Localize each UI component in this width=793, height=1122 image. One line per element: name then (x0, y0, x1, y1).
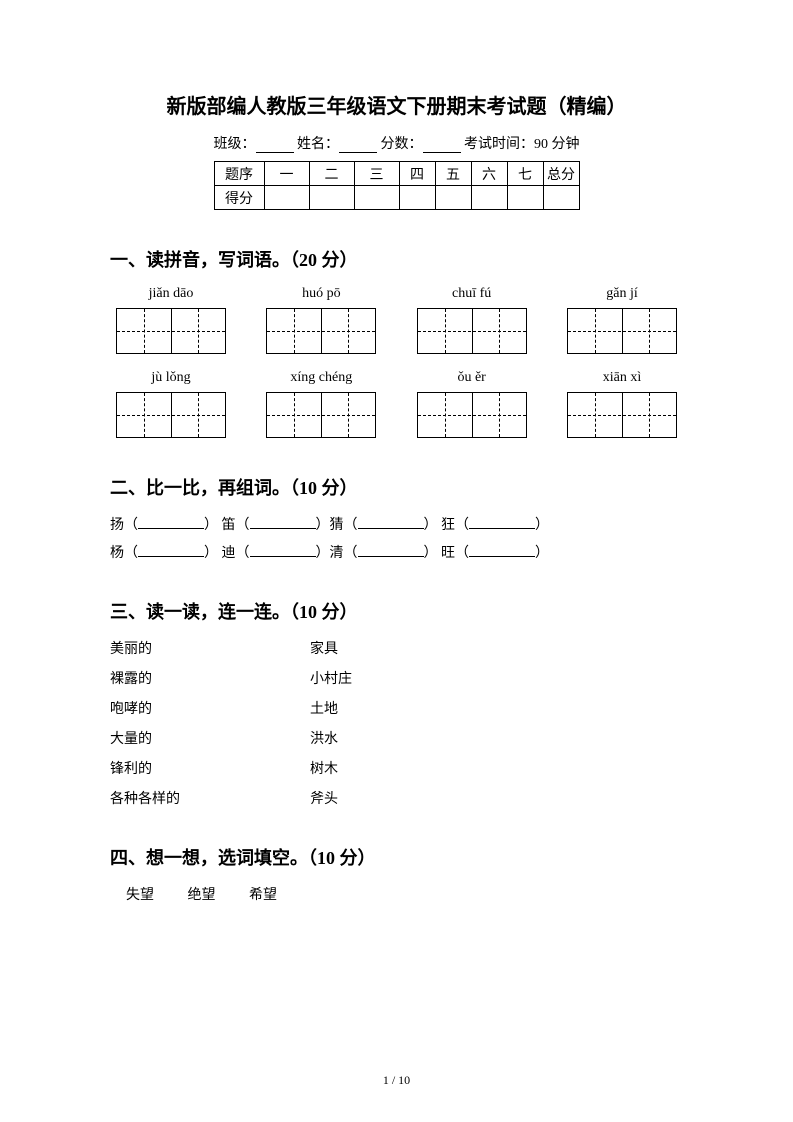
class-label: 班级： (214, 137, 256, 152)
compare-line-2: 杨（） 迪（）清（） 旺（） (110, 542, 683, 562)
char-box[interactable] (417, 308, 527, 354)
score-header-label: 题序 (214, 162, 264, 186)
section-3: 三、读一读，连一连。（10 分） 美丽的家具 裸露的小村庄 咆哮的土地 大量的洪… (110, 598, 683, 808)
char-box[interactable] (567, 392, 677, 438)
pinyin-row-1: jiǎn dāo huó pō chuī fú gǎn jí (110, 286, 683, 302)
section-4: 四、想一想，选词填空。（10 分） 失望 绝望 希望 (110, 844, 683, 904)
compare-char: 杨 (110, 546, 124, 561)
char-box[interactable] (116, 308, 226, 354)
score-cell-1[interactable] (264, 186, 309, 210)
match-right: 树木 (310, 758, 338, 778)
char-box[interactable] (567, 308, 677, 354)
match-left: 大量的 (110, 728, 310, 748)
compare-char: 旺 (441, 546, 455, 561)
score-col-7: 七 (507, 162, 543, 186)
char-box[interactable] (417, 392, 527, 438)
match-right: 土地 (310, 698, 338, 718)
compare-blank[interactable] (250, 517, 316, 529)
score-cell-6[interactable] (471, 186, 507, 210)
compare-char: 猜 (330, 518, 344, 533)
char-box-row-1 (110, 308, 683, 354)
match-left: 咆哮的 (110, 698, 310, 718)
compare-blank[interactable] (250, 545, 316, 557)
pinyin-2-1: jù lǒng (116, 370, 226, 386)
class-blank[interactable] (256, 139, 294, 153)
section-2: 二、比一比，再组词。（10 分） 扬（） 笛（）猜（） 狂（） 杨（） 迪（）清… (110, 474, 683, 562)
exam-info-line: 班级： 姓名： 分数： 考试时间：90 分钟 (110, 133, 683, 153)
name-label: 姓名： (297, 137, 339, 152)
compare-char: 笛 (222, 518, 236, 533)
compare-blank[interactable] (469, 545, 535, 557)
score-table: 题序 一 二 三 四 五 六 七 总分 得分 (214, 161, 580, 210)
score-cell-4[interactable] (399, 186, 435, 210)
word-option: 失望 (126, 888, 154, 903)
time-label: 考试时间：90 分钟 (464, 137, 580, 152)
word-option: 绝望 (188, 888, 216, 903)
score-cell-7[interactable] (507, 186, 543, 210)
score-col-5: 五 (435, 162, 471, 186)
page-number: 1 / 10 (0, 1073, 793, 1088)
score-col-2: 二 (309, 162, 354, 186)
match-right: 小村庄 (310, 668, 352, 688)
match-right: 家具 (310, 638, 338, 658)
compare-blank[interactable] (358, 545, 424, 557)
score-col-total: 总分 (543, 162, 579, 186)
char-box[interactable] (116, 392, 226, 438)
name-blank[interactable] (339, 139, 377, 153)
compare-line-1: 扬（） 笛（）猜（） 狂（） (110, 514, 683, 534)
section-1-heading: 一、读拼音，写词语。（20 分） (110, 246, 683, 272)
pinyin-1-1: jiǎn dāo (116, 286, 226, 302)
char-box-row-2 (110, 392, 683, 438)
score-cell-total[interactable] (543, 186, 579, 210)
pinyin-row-2: jù lǒng xíng chéng ǒu ěr xiān xì (110, 370, 683, 386)
score-cell-5[interactable] (435, 186, 471, 210)
word-bank: 失望 绝望 希望 (110, 884, 683, 904)
compare-blank[interactable] (469, 517, 535, 529)
score-col-3: 三 (354, 162, 399, 186)
score-col-1: 一 (264, 162, 309, 186)
match-row: 各种各样的斧头 (110, 788, 683, 808)
section-2-heading: 二、比一比，再组词。（10 分） (110, 474, 683, 500)
score-col-6: 六 (471, 162, 507, 186)
compare-blank[interactable] (358, 517, 424, 529)
match-row: 大量的洪水 (110, 728, 683, 748)
score-blank[interactable] (423, 139, 461, 153)
pinyin-1-4: gǎn jí (567, 286, 677, 302)
compare-char: 扬 (110, 518, 124, 533)
compare-char: 迪 (222, 546, 236, 561)
score-label: 分数： (381, 137, 423, 152)
compare-blank[interactable] (138, 545, 204, 557)
score-value-label: 得分 (214, 186, 264, 210)
match-left: 各种各样的 (110, 788, 310, 808)
char-box[interactable] (266, 308, 376, 354)
match-left: 美丽的 (110, 638, 310, 658)
pinyin-2-3: ǒu ěr (417, 370, 527, 386)
char-box[interactable] (266, 392, 376, 438)
page-title: 新版部编人教版三年级语文下册期末考试题（精编） (110, 90, 683, 119)
match-row: 咆哮的土地 (110, 698, 683, 718)
pinyin-1-2: huó pō (266, 286, 376, 302)
match-right: 斧头 (310, 788, 338, 808)
match-row: 裸露的小村庄 (110, 668, 683, 688)
compare-blank[interactable] (138, 517, 204, 529)
score-cell-3[interactable] (354, 186, 399, 210)
score-cell-2[interactable] (309, 186, 354, 210)
section-3-heading: 三、读一读，连一连。（10 分） (110, 598, 683, 624)
pinyin-2-2: xíng chéng (266, 370, 376, 386)
match-right: 洪水 (310, 728, 338, 748)
word-option: 希望 (249, 888, 277, 903)
section-1: 一、读拼音，写词语。（20 分） jiǎn dāo huó pō chuī fú… (110, 246, 683, 438)
match-left: 裸露的 (110, 668, 310, 688)
score-table-header-row: 题序 一 二 三 四 五 六 七 总分 (214, 162, 579, 186)
score-col-4: 四 (399, 162, 435, 186)
compare-char: 狂 (441, 518, 455, 533)
compare-char: 清 (330, 546, 344, 561)
match-row: 锋利的树木 (110, 758, 683, 778)
pinyin-2-4: xiān xì (567, 370, 677, 386)
match-row: 美丽的家具 (110, 638, 683, 658)
score-table-value-row: 得分 (214, 186, 579, 210)
match-left: 锋利的 (110, 758, 310, 778)
pinyin-1-3: chuī fú (417, 286, 527, 302)
section-4-heading: 四、想一想，选词填空。（10 分） (110, 844, 683, 870)
